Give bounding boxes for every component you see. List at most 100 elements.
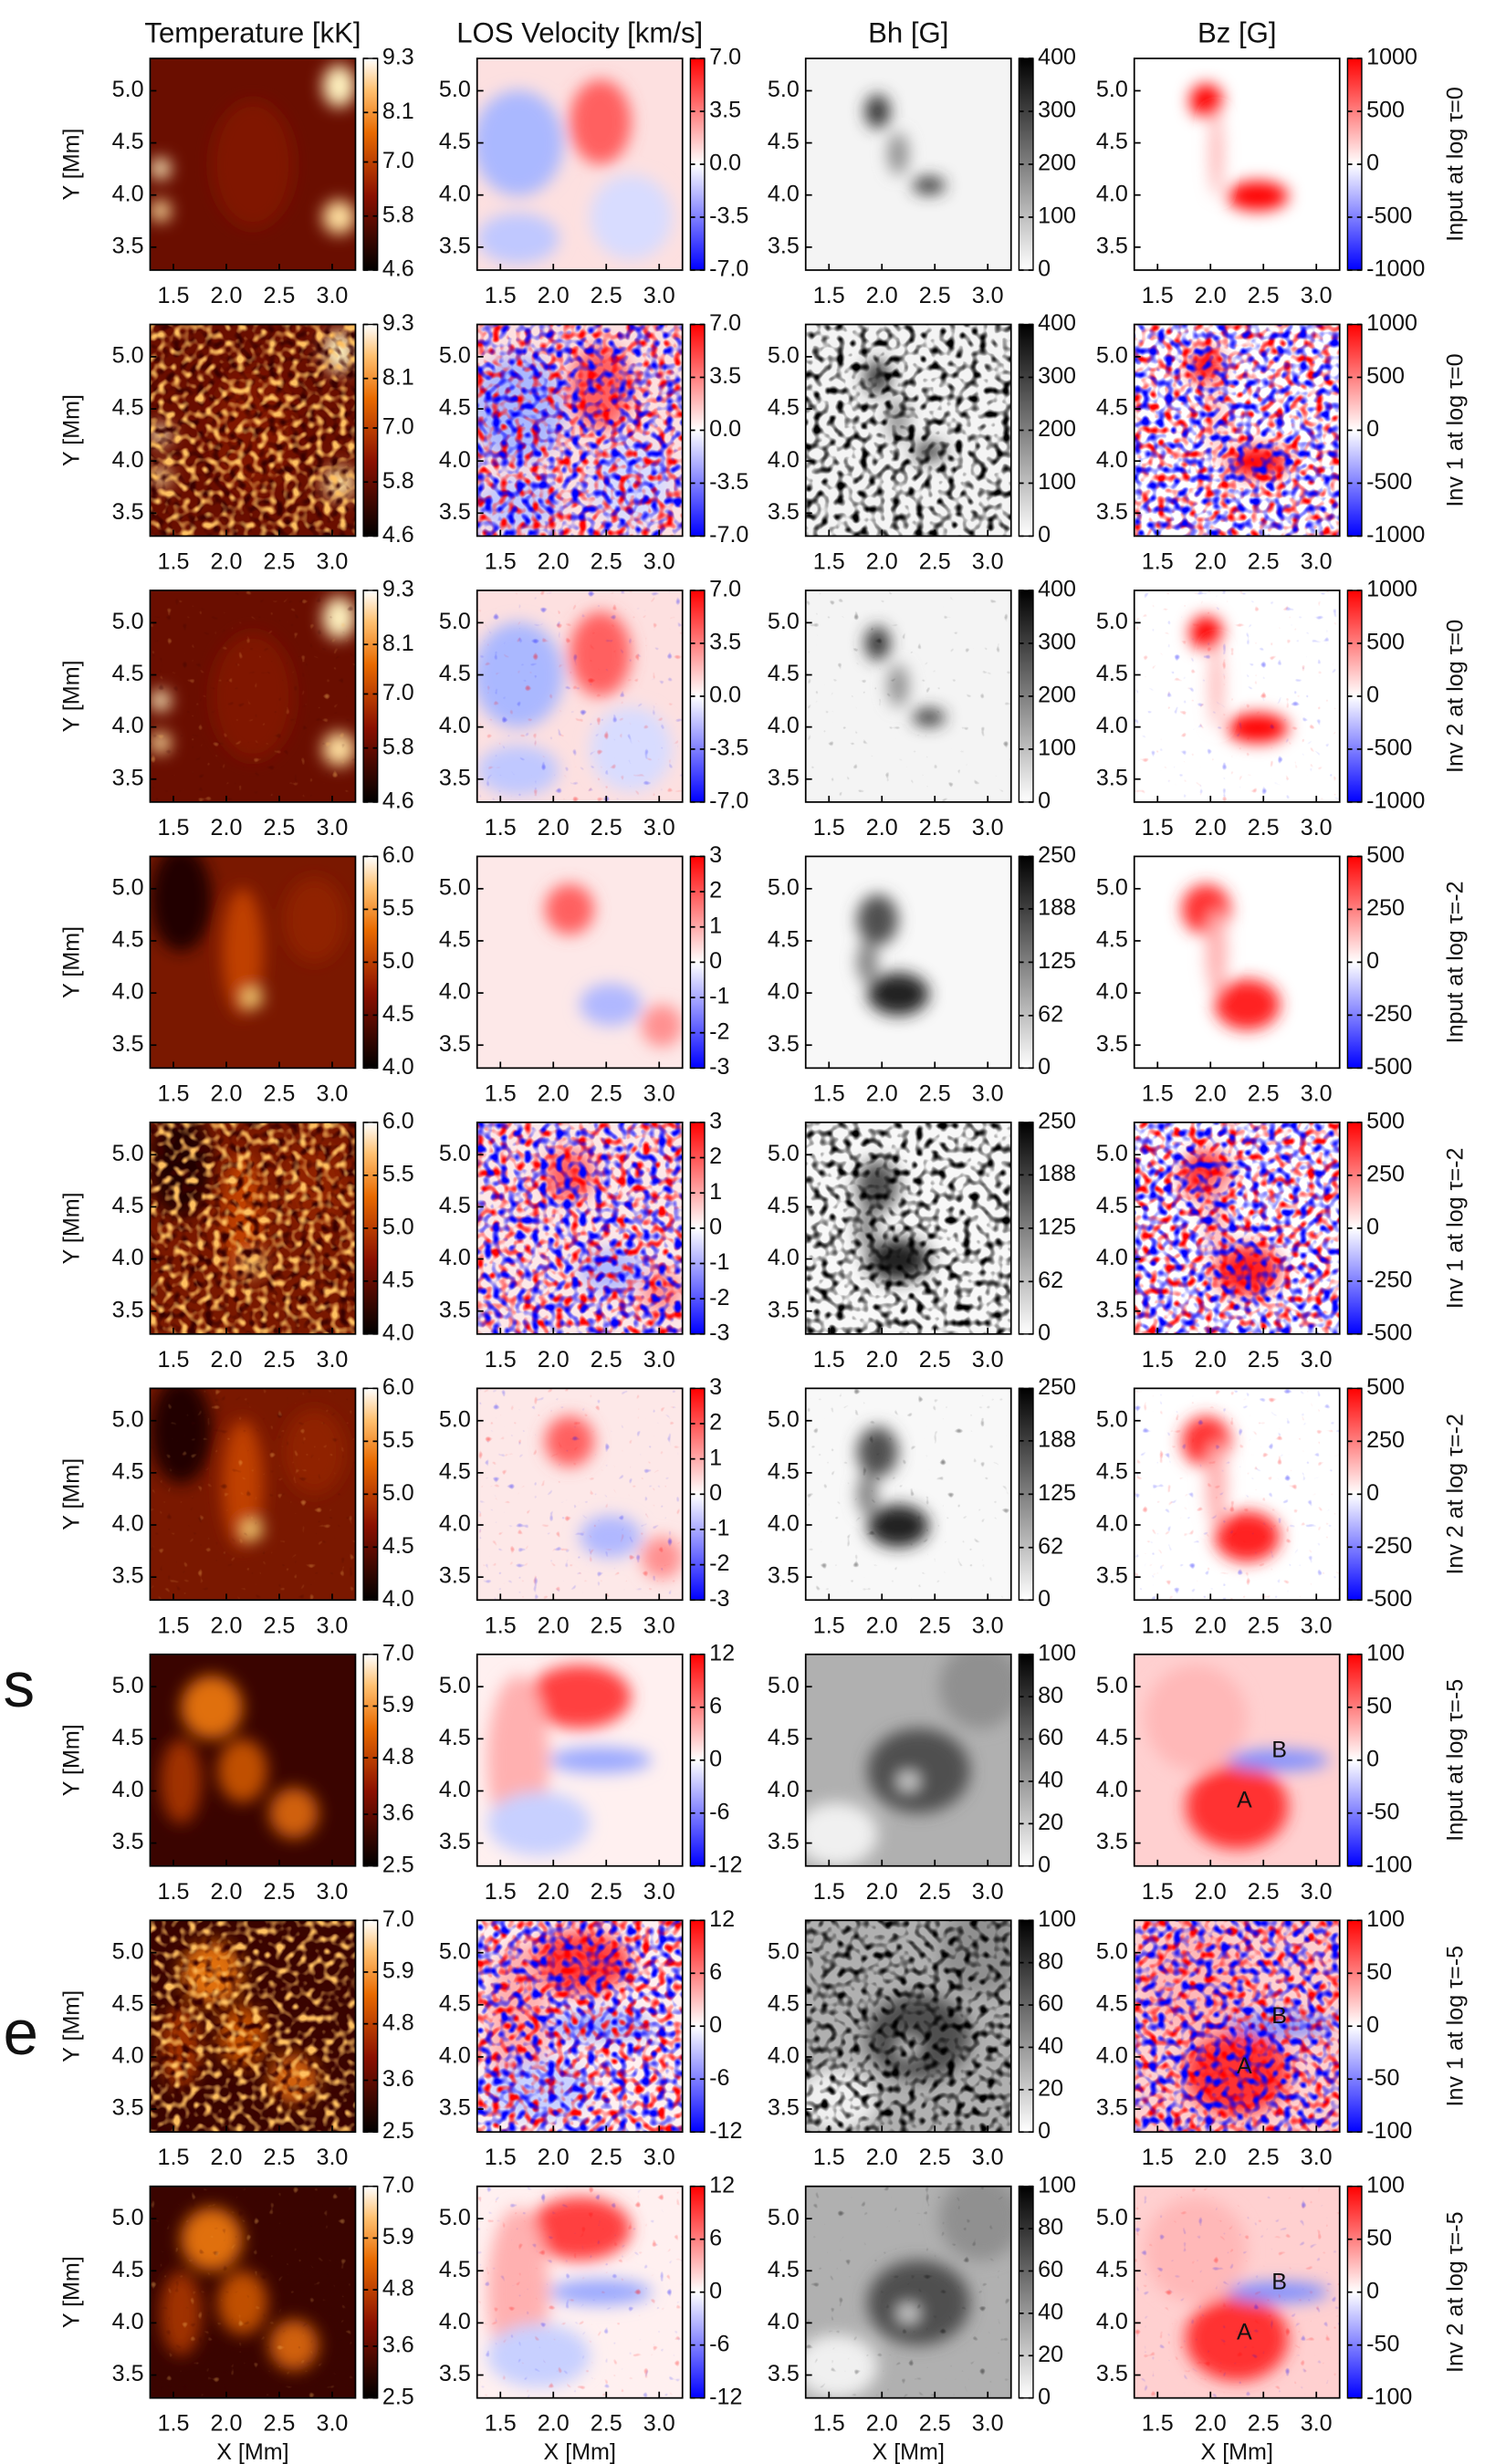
y-tick-label: 4.5 <box>1096 2257 1128 2282</box>
x-tick-label: 2.0 <box>1195 815 1227 840</box>
colorbar-tick-label: 0 <box>1038 256 1051 282</box>
x-tick-label: 2.0 <box>538 283 570 308</box>
x-tick-label: 2.0 <box>1195 1879 1227 1905</box>
y-tick-label: 3.5 <box>1096 1563 1128 1589</box>
colorbar-tick-label: 40 <box>1038 2033 1063 2059</box>
x-tick-label: 2.5 <box>264 548 296 574</box>
colorbar-tick-label: -50 <box>1366 2065 1399 2091</box>
x-tick-label: 2.5 <box>264 815 296 840</box>
x-tick-label: 3.0 <box>643 1347 675 1373</box>
row-label: Inv 2 at log τ=0 <box>1442 620 1468 773</box>
colorbar-tick-label: 200 <box>1038 683 1076 708</box>
y-tick-label: 4.5 <box>439 1459 471 1485</box>
x-tick-label: 3.0 <box>643 2411 675 2437</box>
margin-fragment: s <box>3 1649 35 1720</box>
colorbar-tick-label: -1000 <box>1366 788 1425 814</box>
figure: Temperature [kK]LOS Velocity [km/s]Bh [G… <box>0 0 1485 2464</box>
colorbar-tick-label: 5.0 <box>382 1214 414 1239</box>
colorbar-tick-label: 0 <box>1366 2278 1379 2303</box>
x-tick-label: 2.0 <box>866 815 898 840</box>
colorbar-tick-label: 0 <box>1366 1214 1379 1239</box>
x-tick-label: 3.0 <box>972 548 1004 574</box>
y-tick-label: 5.0 <box>1096 1406 1128 1432</box>
y-tick-label: 4.0 <box>768 447 800 473</box>
colorbar-tick-label: 4.0 <box>382 1054 414 1080</box>
colorbar-tick-label: 100 <box>1366 2172 1405 2198</box>
y-axis-label: Y [Mm] <box>58 1192 84 1264</box>
colorbar-tick-label: 100 <box>1366 1640 1405 1665</box>
colorbar-tick-label: 0 <box>1038 522 1051 548</box>
x-tick-label: 3.0 <box>972 2145 1004 2170</box>
colorbar-tick-label: 2.5 <box>382 1852 414 1877</box>
x-tick-label: 3.0 <box>1301 283 1333 308</box>
colorbar <box>363 1655 378 1866</box>
colorbar-tick-label: 100 <box>1038 2172 1076 2198</box>
x-tick-label: 2.0 <box>866 2145 898 2170</box>
colorbar-tick-label: 5.9 <box>382 1958 414 1984</box>
x-tick-label: 3.0 <box>972 1347 1004 1373</box>
colorbar-tick-label: -7.0 <box>709 256 748 282</box>
image-panel <box>1135 1920 1340 2132</box>
x-tick-label: 2.5 <box>264 2145 296 2170</box>
y-tick-label: 4.0 <box>112 2309 144 2334</box>
x-tick-label: 1.5 <box>485 548 517 574</box>
y-tick-label: 4.5 <box>439 1990 471 2016</box>
y-tick-label: 4.0 <box>112 1777 144 1802</box>
colorbar <box>1019 2187 1033 2398</box>
y-tick-label: 5.0 <box>1096 1141 1128 1166</box>
y-tick-label: 3.5 <box>1096 1297 1128 1322</box>
page: Temperature [kK]LOS Velocity [km/s]Bh [G… <box>0 0 1485 2464</box>
colorbar-tick-label: 188 <box>1038 1161 1076 1186</box>
colorbar-tick-label: 0 <box>1038 1320 1051 1345</box>
colorbar-tick-label: 4.5 <box>382 1001 414 1027</box>
y-tick-label: 4.5 <box>112 927 144 953</box>
colorbar-tick-label: -2 <box>709 1550 729 1576</box>
y-tick-label: 4.5 <box>768 129 800 154</box>
x-tick-label: 1.5 <box>1142 283 1174 308</box>
colorbar-tick-label: 5.8 <box>382 202 414 227</box>
colorbar-tick-label: 4.6 <box>382 788 414 814</box>
y-tick-label: 4.5 <box>112 395 144 421</box>
x-tick-label: 2.5 <box>591 2145 622 2170</box>
image-panel <box>806 590 1011 802</box>
colorbar-tick-label: 62 <box>1038 1001 1063 1027</box>
x-tick-label: 3.0 <box>643 1613 675 1638</box>
x-tick-label: 1.5 <box>158 1879 190 1905</box>
y-tick-label: 5.0 <box>112 1673 144 1698</box>
y-tick-label: 4.0 <box>439 713 471 738</box>
colorbar-tick-label: 5.5 <box>382 1427 414 1453</box>
y-tick-label: 3.5 <box>768 1829 800 1854</box>
x-tick-label: 1.5 <box>813 283 845 308</box>
colorbar-tick-label: 4.0 <box>382 1586 414 1612</box>
colorbar <box>363 325 378 537</box>
y-tick-label: 4.5 <box>112 1725 144 1750</box>
x-tick-label: 2.5 <box>1248 548 1280 574</box>
y-tick-label: 3.5 <box>768 1297 800 1322</box>
x-tick-label: 1.5 <box>813 1081 845 1106</box>
x-tick-label: 1.5 <box>158 548 190 574</box>
colorbar-tick-label: 12 <box>709 1640 735 1665</box>
colorbar-tick-label: -500 <box>1366 1320 1412 1345</box>
colorbar-tick-label: 0 <box>1366 151 1379 176</box>
x-tick-label: 2.0 <box>211 1347 243 1373</box>
colorbar-tick-label: 3.6 <box>382 2333 414 2358</box>
y-tick-label: 4.5 <box>1096 395 1128 421</box>
y-axis-label: Y [Mm] <box>58 1724 84 1796</box>
colorbar-tick-label: 2 <box>709 878 722 903</box>
x-tick-label: 1.5 <box>813 815 845 840</box>
x-tick-label: 1.5 <box>1142 1347 1174 1373</box>
x-tick-label: 3.0 <box>317 815 349 840</box>
y-tick-label: 3.5 <box>112 1563 144 1589</box>
y-tick-label: 4.0 <box>439 979 471 1005</box>
image-panel <box>1135 2187 1340 2398</box>
colorbar-tick-label: 4.0 <box>382 1320 414 1345</box>
y-tick-label: 4.0 <box>439 181 471 206</box>
colorbar-tick-label: 6.0 <box>382 1374 414 1400</box>
y-tick-label: 3.5 <box>768 1031 800 1057</box>
colorbar-tick-label: 4.6 <box>382 522 414 548</box>
y-tick-label: 4.0 <box>1096 2043 1128 2069</box>
x-tick-label: 2.0 <box>1195 548 1227 574</box>
y-tick-label: 4.5 <box>768 1193 800 1218</box>
colorbar-tick-label: 5.5 <box>382 1161 414 1186</box>
y-tick-label: 3.5 <box>1096 2095 1128 2121</box>
